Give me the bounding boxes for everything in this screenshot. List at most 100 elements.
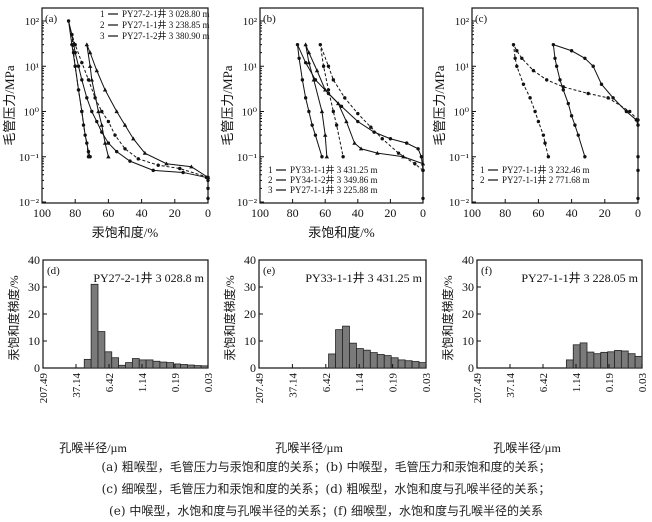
data-point [303,96,308,100]
data-point [331,109,336,114]
y-tick-label: 10¹ [243,61,257,73]
data-point [561,85,565,89]
data-point [545,78,549,82]
data-point [323,132,328,137]
histogram-bar [418,362,427,369]
data-point [591,64,595,68]
data-point [334,123,339,127]
x-tick-label: 80 [499,206,511,220]
data-point [515,49,519,53]
data-point [369,125,373,129]
histogram-bar [369,352,378,369]
series-line-2 [71,34,209,178]
data-point [336,101,341,106]
data-point [586,91,590,96]
legend-number: 2 [268,175,273,185]
histogram-bar [565,359,574,369]
data-point [85,96,89,100]
panel-label: (f) [481,265,492,277]
y-axis-label: 汞饱和度梯度/% [222,275,237,360]
histogram-bar [111,357,120,369]
caption-line-3: (e) 中喉型，水饱和度与孔喉半径的关系；(f) 细喉型，水饱和度与孔喉半径的关… [109,504,543,518]
panel-label: (c) [475,13,488,25]
histogram-bar [397,359,406,369]
data-point [206,178,210,183]
legend-entry: PY27-1-1井 2 771.68 m [502,174,590,185]
data-point [419,155,424,159]
histogram-bar [125,362,133,369]
y-tick-label: 10 [28,334,40,348]
x-tick-label: 20 [384,206,396,220]
data-point [521,82,526,86]
data-point [546,155,551,159]
data-point [189,164,194,169]
legend-entry: PY34-1-2井 3 349.86 m [290,174,378,185]
data-point [356,111,360,116]
y-tick-label: 10⁰ [454,107,470,119]
histogram-bar [383,355,392,369]
chart-panel-e: 0 10 20 30 40 207.49 37.14 6.42 1.14 0.19 0.03 (e) P… [222,253,433,455]
x-tick-label: 1.14 [137,373,149,393]
data-point [297,56,301,60]
x-tick-label: 37.14 [287,373,299,398]
y-tick-label: 10¹ [455,61,469,73]
data-point [343,96,347,100]
chart-panel-b: 100 80 60 40 20 0 10² 10¹ 10⁰ 10⁻¹ 10⁻² (b) 毛管压力/MPa… [220,7,426,240]
data-point [321,64,326,68]
histogram-bar [579,342,588,369]
data-point [531,68,536,73]
legend-entry: PY27-2-1井 3 028.80 m [122,8,210,19]
data-point [573,123,577,127]
data-point [106,141,111,145]
x-tick-label: 0.03 [421,373,433,393]
data-point [554,64,559,68]
data-point [636,168,640,173]
x-tick-label: 0.03 [203,373,215,393]
x-tick-label: 207.49 [472,373,484,404]
data-point [87,50,93,55]
histogram-bar [614,350,622,369]
histogram-bar [586,351,595,369]
series-line-3 [86,44,209,178]
data-point [71,50,76,55]
data-point [123,147,127,151]
y-tick-label: 30 [28,280,40,294]
histogram-bar [411,361,420,369]
y-tick-label: 20 [462,307,474,321]
legend-entry: PY27-1-2井 3 380.90 m [122,30,210,41]
histogram-bar [83,358,92,369]
data-point [178,166,182,171]
y-tick-label: 40 [28,253,40,267]
histogram-bar [138,359,147,369]
data-point [311,77,316,82]
data-point [80,109,84,114]
chart-title: PY33-1-1井 3 431.25 m [305,271,422,285]
data-point [106,119,111,124]
histogram-bar [328,353,336,369]
caption-line-2: (c) 细喉型，毛管压力和汞饱和度的关系；(d) 粗喉型，水饱和度与孔喉半径的关… [101,482,551,496]
chart-title: PY27-1-1井 3 228.05 m [521,271,638,285]
x-tick-label: 20 [169,206,181,220]
x-tick-label: 60 [319,206,331,220]
histogram-bar [131,358,140,369]
histogram-bar [342,325,350,369]
x-tick-label: 6.42 [104,373,116,392]
data-point [76,88,81,92]
data-point [96,109,101,114]
y-tick-label: 10¹ [25,61,39,73]
data-point [358,146,364,151]
x-tick-label: 60 [102,206,114,220]
data-point [314,68,320,73]
legend-number: 1 [268,165,273,175]
x-tick-label: 100 [463,206,481,220]
chart-title: PY27-2-1井 3 028.8 m [93,271,204,285]
y-tick-label: 0 [468,361,474,375]
data-point [583,56,587,60]
data-point [310,123,314,127]
data-point [89,77,94,82]
histogram-bar [572,344,581,369]
data-point [636,118,640,122]
data-point [566,101,570,106]
x-tick-label: 0.19 [170,373,182,393]
panel-label: (e) [263,265,276,277]
